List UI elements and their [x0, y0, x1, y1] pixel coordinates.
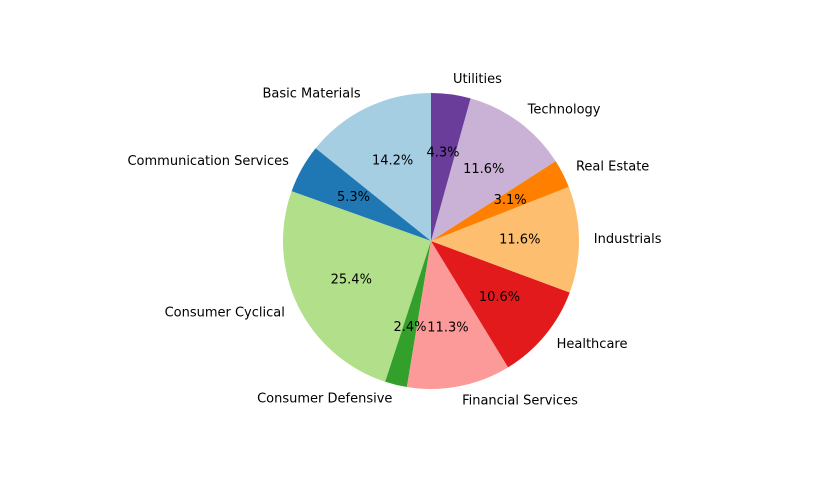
- pie-slices: [283, 93, 579, 390]
- pct-label-basic-materials: 14.2%: [372, 153, 413, 168]
- category-label-financial-services: Financial Services: [462, 393, 578, 408]
- category-label-basic-materials: Basic Materials: [262, 87, 360, 102]
- pie-slice-basic-materials: [315, 93, 431, 241]
- pie-slice-communication-services: [291, 148, 431, 241]
- category-label-healthcare: Healthcare: [557, 337, 628, 352]
- category-label-technology: Technology: [527, 103, 601, 118]
- percentage-labels: 14.2% 5.3% 25.4% 2.4% 11.3% 10.6% 11.6% 3.1% 11.…: [331, 146, 541, 336]
- category-label-industrials: Industrials: [594, 232, 662, 247]
- pct-label-consumer-cyclical: 25.4%: [331, 273, 372, 288]
- pie-slice-technology: [431, 98, 556, 241]
- pct-label-communication-services: 5.3%: [337, 190, 370, 205]
- pct-label-healthcare: 10.6%: [479, 290, 520, 305]
- category-label-consumer-defensive: Consumer Defensive: [257, 392, 392, 407]
- pct-label-industrials: 11.6%: [499, 233, 540, 248]
- pie-slice-financial-services: [406, 241, 509, 390]
- pct-label-technology: 11.6%: [463, 162, 504, 177]
- category-label-consumer-cyclical: Consumer Cyclical: [165, 305, 285, 320]
- pie-slice-industrials: [431, 186, 579, 293]
- pie-slice-healthcare: [431, 241, 570, 368]
- pct-label-financial-services: 11.3%: [427, 321, 468, 336]
- pie-slice-real-estate: [431, 161, 569, 241]
- category-label-communication-services: Communication Services: [127, 154, 289, 169]
- category-label-real-estate: Real Estate: [576, 159, 649, 174]
- pie-slice-consumer-defensive: [385, 241, 431, 388]
- pct-label-consumer-defensive: 2.4%: [393, 320, 426, 335]
- pie-slice-consumer-cyclical: [283, 191, 431, 382]
- pct-label-utilities: 4.3%: [426, 146, 459, 161]
- category-label-utilities: Utilities: [453, 72, 502, 87]
- pie-slice-utilities: [431, 93, 471, 241]
- category-labels: Basic Materials Communication Services Con…: [127, 72, 661, 408]
- pct-label-real-estate: 3.1%: [494, 193, 527, 208]
